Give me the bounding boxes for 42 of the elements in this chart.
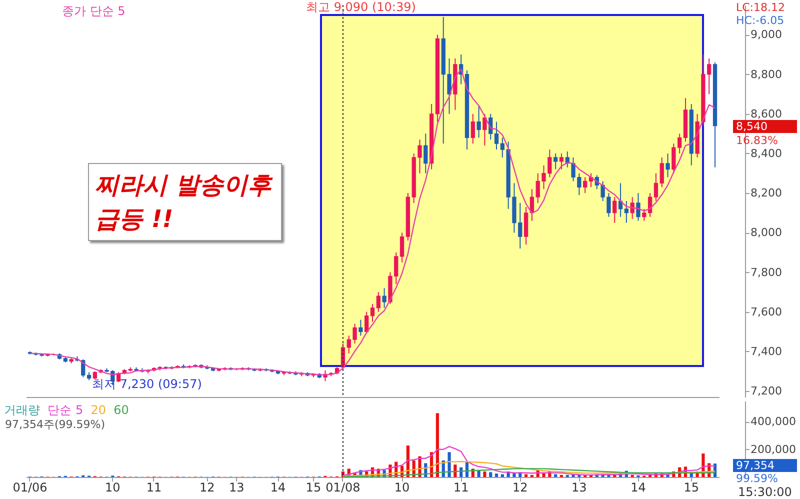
x-tick-label: 15: [684, 480, 700, 494]
annotation: 최고 9,090 (10:39): [306, 0, 416, 14]
x-tick-label: 13: [229, 480, 244, 494]
x-tick-label: 12: [512, 480, 528, 494]
y-tick-label: 7,200: [750, 384, 782, 398]
annotation: 찌라시 발송이후 급등 !!: [88, 163, 282, 241]
text: 8,540: [733, 120, 797, 133]
text: 단순 5: [48, 403, 84, 417]
x-tick-label: 10: [394, 480, 410, 494]
x-tick-label: 14: [630, 480, 646, 494]
x-tick-label: 12: [200, 480, 215, 494]
legend-title: 거래량: [4, 403, 40, 417]
x-tick-label: 15: [306, 480, 322, 494]
x-tick-label: 10: [105, 480, 120, 494]
y-tick-label: 7,800: [750, 266, 782, 279]
x-tick-label: 11: [453, 480, 469, 494]
y-tick-label: 8,200: [750, 186, 782, 200]
y-tick-label: 8,800: [750, 68, 782, 81]
y-tick-label: 200,000: [750, 442, 796, 456]
x-tick-label: 13: [572, 480, 587, 494]
text: 60: [114, 403, 129, 417]
y-tick-label: 7,600: [750, 305, 782, 318]
x-tick-label: 01/06: [12, 480, 48, 494]
x-tick-label: 11: [146, 480, 162, 494]
annotation: 최저 7,230 (09:57): [92, 377, 202, 391]
y-tick-label: 7,400: [750, 344, 782, 358]
x-tick-label: 01/08: [326, 480, 360, 494]
text: 97,354: [733, 459, 797, 472]
x-tick-label: 14: [270, 480, 286, 494]
y-tick-label: 8,000: [750, 226, 782, 240]
y-tick-label: 8,600: [750, 107, 782, 120]
text: 15:30:00: [738, 485, 792, 499]
text: HC:-6.05: [736, 14, 784, 27]
text: 16.83%: [736, 134, 778, 147]
annotation: 97,354주(99.59%): [5, 418, 106, 431]
text: 99.59%: [736, 472, 778, 485]
y-tick-label: 400,000: [750, 415, 796, 428]
y-tick-label: 8,400: [750, 146, 782, 160]
y-tick-label: 9,000: [750, 28, 782, 42]
text: LC:18.12: [736, 1, 786, 14]
text: 종가 단순 5: [62, 4, 126, 18]
text: 20: [90, 403, 106, 417]
